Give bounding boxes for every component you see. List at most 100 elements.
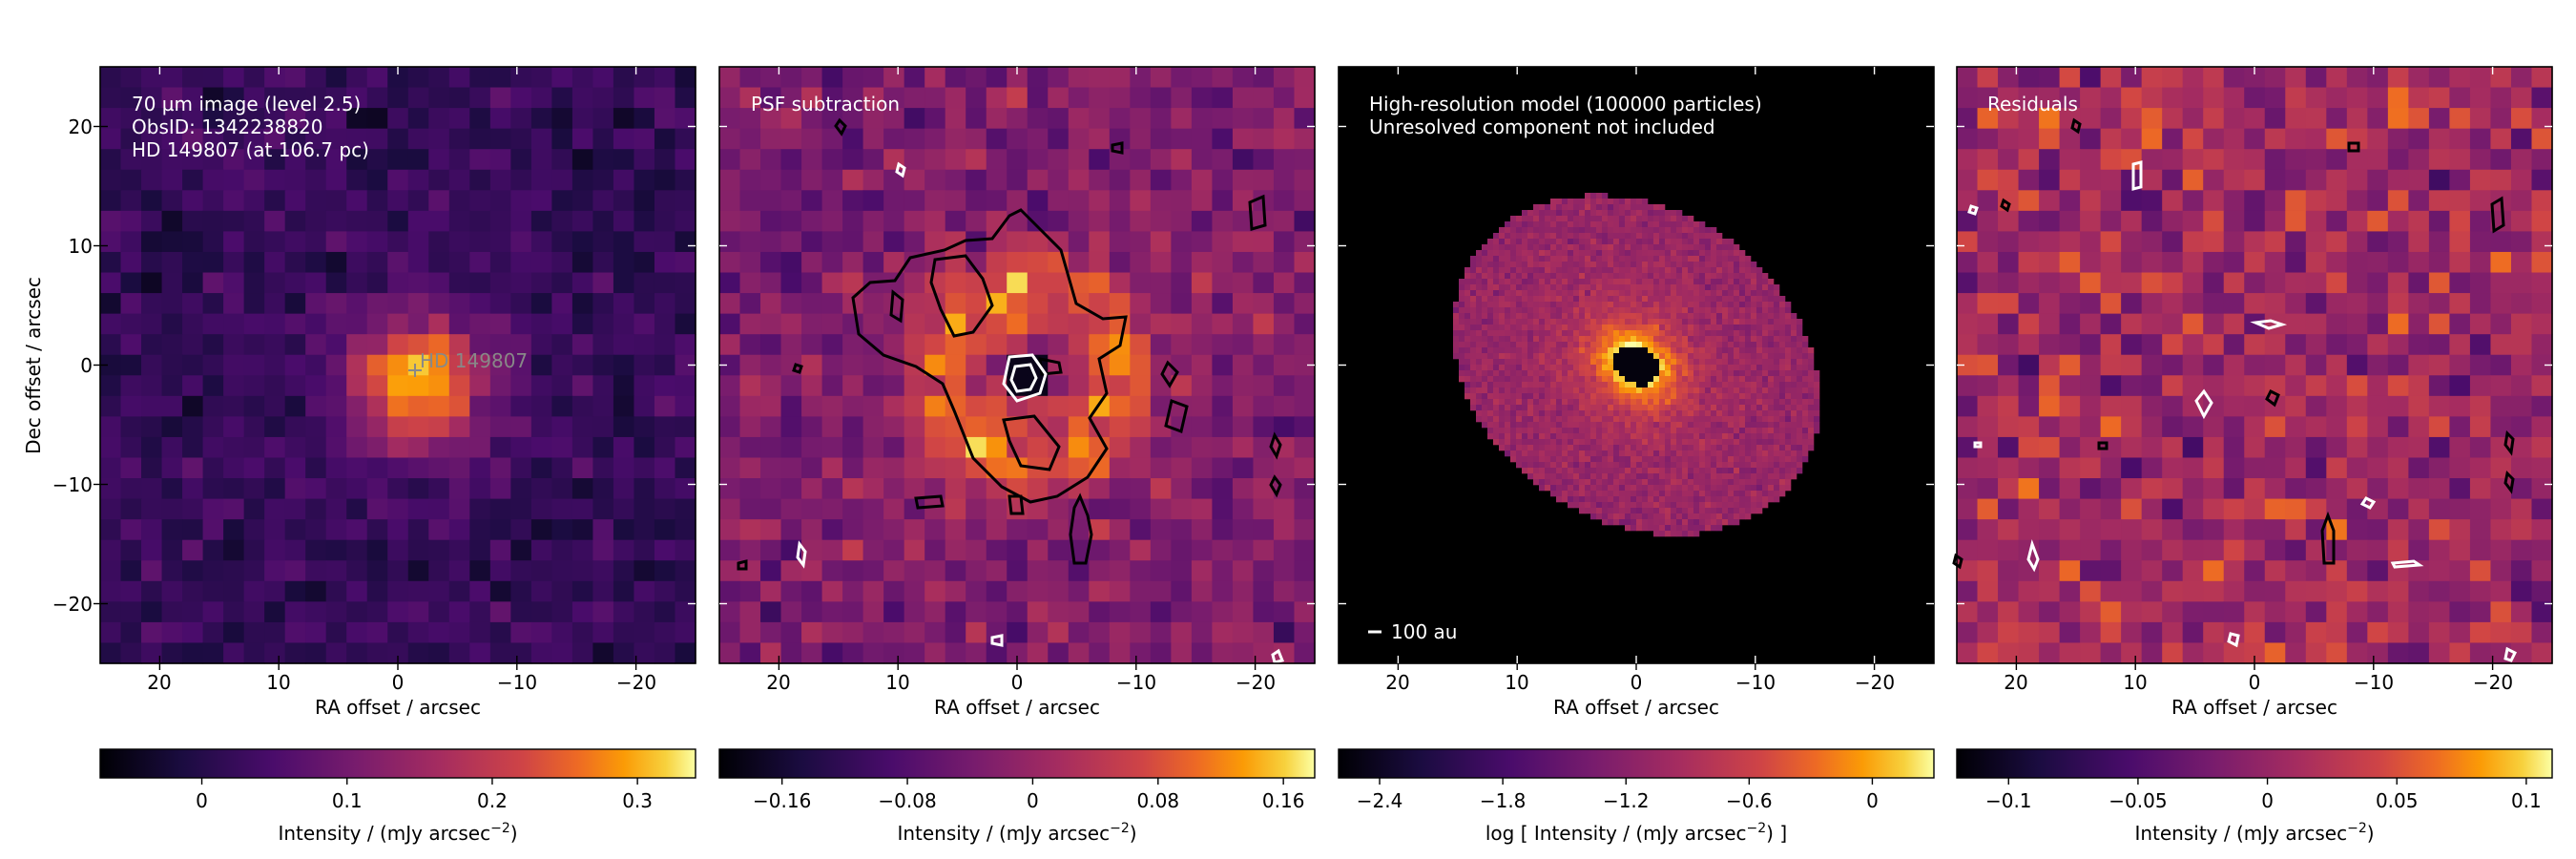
heatmap-cell bbox=[407, 313, 429, 335]
heatmap-cell bbox=[2203, 190, 2225, 212]
model-pixel bbox=[1734, 290, 1740, 297]
model-pixel bbox=[1814, 370, 1820, 377]
model-pixel bbox=[1756, 325, 1763, 331]
heatmap-cell bbox=[1027, 190, 1049, 212]
heatmap-cell bbox=[1068, 190, 1090, 212]
heatmap-cell bbox=[428, 354, 450, 376]
model-pixel bbox=[1631, 307, 1637, 314]
model-pixel bbox=[1745, 256, 1752, 262]
model-pixel bbox=[1779, 342, 1786, 348]
heatmap-cell bbox=[100, 149, 122, 171]
heatmap-cell bbox=[862, 395, 884, 417]
heatmap-cell bbox=[1191, 498, 1214, 520]
heatmap-cell bbox=[1171, 375, 1193, 397]
model-pixel bbox=[1711, 290, 1717, 297]
model-pixel bbox=[1653, 330, 1660, 337]
model-pixel bbox=[1579, 347, 1586, 354]
model-pixel bbox=[1797, 336, 1803, 343]
heatmap-cell bbox=[1027, 87, 1049, 109]
x-tick-label: 20 bbox=[147, 671, 171, 694]
model-pixel bbox=[1659, 462, 1666, 469]
heatmap-cell bbox=[387, 210, 409, 233]
model-pixel bbox=[1608, 262, 1614, 268]
model-pixel bbox=[1631, 262, 1637, 268]
model-pixel bbox=[1785, 456, 1792, 463]
panel-2: PSF subtraction 20 10 0 −10 −20 RA offse… bbox=[718, 66, 1316, 845]
model-pixel bbox=[1659, 256, 1666, 262]
model-pixel bbox=[1716, 325, 1723, 331]
heatmap-cell bbox=[613, 210, 635, 233]
model-pixel bbox=[1665, 273, 1672, 280]
heatmap-cell bbox=[387, 457, 409, 479]
model-pixel bbox=[1688, 491, 1694, 497]
model-pixel bbox=[1585, 262, 1591, 268]
model-pixel bbox=[1791, 325, 1797, 331]
model-pixel bbox=[1602, 267, 1609, 274]
heatmap-cell bbox=[842, 87, 864, 109]
model-pixel bbox=[1482, 416, 1488, 423]
model-pixel bbox=[1619, 319, 1626, 325]
heatmap-cell bbox=[223, 478, 245, 500]
model-pixel bbox=[1768, 388, 1775, 394]
model-pixel bbox=[1808, 428, 1815, 434]
heatmap-cell bbox=[719, 149, 741, 171]
model-pixel bbox=[1522, 307, 1528, 314]
model-pixel bbox=[1550, 410, 1557, 417]
model-pixel bbox=[1602, 227, 1609, 234]
contour-negative bbox=[1002, 353, 1048, 403]
model-pixel bbox=[1785, 359, 1792, 366]
heatmap-cell bbox=[489, 601, 511, 623]
model-pixel bbox=[1556, 422, 1563, 429]
model-pixel bbox=[1716, 284, 1723, 291]
model-pixel bbox=[1539, 216, 1546, 222]
heatmap-cell bbox=[1048, 621, 1070, 644]
model-pixel bbox=[1768, 307, 1775, 314]
heatmap-cell bbox=[366, 293, 388, 315]
model-pixel bbox=[1539, 239, 1546, 245]
heatmap-cell bbox=[2510, 128, 2533, 150]
model-pixel bbox=[1665, 262, 1672, 268]
model-pixel bbox=[1579, 256, 1586, 262]
model-pixel bbox=[1619, 422, 1626, 429]
heatmap-cell bbox=[346, 251, 368, 274]
model-pixel bbox=[1619, 342, 1626, 348]
heatmap-cell bbox=[161, 539, 183, 561]
heatmap-cell bbox=[1089, 642, 1111, 664]
model-pixel bbox=[1459, 353, 1465, 360]
model-pixel bbox=[1602, 290, 1609, 297]
heatmap-cell bbox=[551, 293, 573, 315]
model-pixel bbox=[1722, 388, 1729, 394]
model-pixel bbox=[1487, 250, 1494, 257]
model-pixel bbox=[1516, 388, 1523, 394]
heatmap-cell bbox=[161, 436, 183, 459]
heatmap-cell bbox=[2490, 87, 2512, 109]
heatmap-cell bbox=[2244, 190, 2266, 212]
heatmap-cell bbox=[1027, 539, 1049, 561]
model-pixel bbox=[1585, 273, 1591, 280]
model-pixel bbox=[1722, 302, 1729, 308]
heatmap-cell bbox=[428, 149, 450, 171]
heatmap-cell bbox=[1294, 601, 1316, 623]
model-pixel bbox=[1722, 496, 1729, 503]
model-pixel bbox=[1487, 319, 1494, 325]
model-pixel bbox=[1665, 342, 1672, 348]
model-pixel bbox=[1527, 473, 1534, 480]
model-pixel bbox=[1693, 325, 1700, 331]
model-pixel bbox=[1625, 347, 1631, 354]
model-pixel bbox=[1631, 433, 1637, 440]
model-pixel bbox=[1808, 399, 1815, 406]
model-pixel bbox=[1722, 273, 1729, 280]
model-pixel bbox=[1785, 473, 1792, 480]
model-pixel bbox=[1539, 325, 1546, 331]
model-pixel bbox=[1648, 313, 1654, 320]
heatmap-cell bbox=[2367, 87, 2389, 109]
model-pixel bbox=[1653, 262, 1660, 268]
model-pixel bbox=[1676, 433, 1683, 440]
model-pixel bbox=[1797, 428, 1803, 434]
contour-blob bbox=[1069, 492, 1093, 565]
model-pixel bbox=[1619, 313, 1626, 320]
model-pixel bbox=[1516, 256, 1523, 262]
heatmap-cell bbox=[2059, 67, 2081, 89]
heatmap-cell bbox=[966, 498, 987, 520]
model-pixel bbox=[1785, 416, 1792, 423]
